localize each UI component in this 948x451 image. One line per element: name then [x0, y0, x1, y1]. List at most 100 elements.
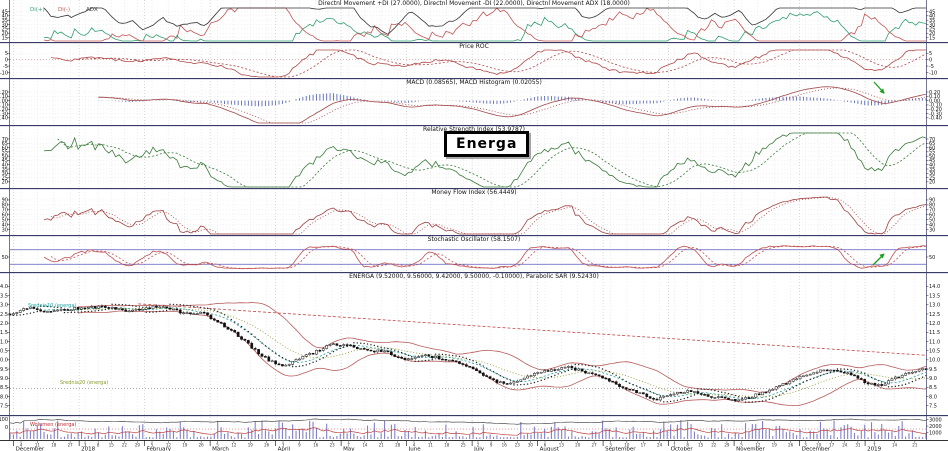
y-tick-label-left: 60	[2, 145, 8, 151]
sar-dot	[659, 395, 662, 397]
candle-body	[148, 307, 151, 309]
candle-body	[863, 379, 867, 384]
candle-body	[611, 380, 615, 383]
candle-body	[897, 376, 901, 379]
sar-dot	[509, 379, 512, 381]
candle-body	[325, 345, 329, 349]
sar-dot	[826, 372, 828, 375]
sar-dot	[782, 392, 784, 394]
candle-body	[407, 358, 410, 360]
candle-body	[900, 374, 904, 378]
macd-line	[98, 86, 927, 124]
sar-dot	[646, 389, 648, 391]
candle-body	[676, 391, 679, 395]
sar-dot	[717, 390, 719, 393]
y-tick-label-right: 90	[929, 198, 935, 204]
candle-body	[686, 390, 689, 393]
sar-dot	[492, 371, 495, 373]
y-tick-label-right: 20	[929, 31, 935, 37]
candle-body	[475, 368, 478, 372]
candle-body	[199, 311, 203, 314]
candle-body	[849, 372, 853, 376]
y-tick-label-right: 5	[929, 51, 932, 57]
candle-body	[175, 308, 179, 311]
sar-dot	[291, 366, 294, 368]
y-tick-label-left: 50	[2, 217, 8, 223]
sar-dot	[503, 376, 505, 379]
y-tick-label-right: -0.10	[929, 103, 942, 109]
candle-body	[546, 370, 550, 372]
sar-dot	[652, 392, 655, 394]
day-label: 17	[641, 443, 647, 448]
sar-dot	[56, 306, 59, 309]
candle-body	[202, 311, 206, 314]
candle-body	[417, 356, 420, 358]
candle-body	[424, 354, 427, 357]
sar-dot	[751, 401, 754, 403]
sar-dot	[744, 401, 747, 403]
sar-dot	[142, 306, 144, 309]
candle-body	[335, 343, 339, 346]
candle-body	[39, 309, 42, 312]
candle-body	[332, 343, 335, 345]
sar-dot	[196, 306, 198, 308]
y-tick-label-left: -0.20	[0, 107, 8, 113]
y-tick-label-left: 13.0	[0, 303, 8, 309]
candle-body	[699, 393, 703, 395]
candle-body	[645, 393, 649, 397]
y-tick-label-left: 13.5	[0, 293, 8, 299]
day-label: 23	[330, 443, 336, 448]
candle-body	[114, 307, 117, 310]
day-label: 13	[559, 443, 565, 448]
candle-body	[236, 331, 240, 337]
sar-dot	[360, 342, 362, 344]
sar-dot	[138, 306, 141, 308]
sar-dot	[383, 347, 386, 349]
sar-dot	[472, 360, 474, 362]
candle-body	[716, 396, 720, 398]
candle-body	[839, 370, 843, 373]
y-tick-label-left: 10.5	[0, 348, 8, 354]
y-tick-label-left: 0	[5, 57, 8, 63]
sar-dot	[526, 383, 529, 385]
month-label: October	[671, 447, 694, 451]
candle-body	[706, 394, 710, 397]
y-tick-label-right: 50	[929, 217, 935, 223]
sar-dot	[918, 378, 920, 380]
candle-body	[287, 364, 291, 366]
sar-dot	[853, 369, 856, 372]
candle-body	[590, 372, 594, 375]
y-tick-label-right: 30	[929, 171, 935, 177]
symbol-label-box[interactable]: Energa	[444, 131, 530, 157]
candle-body	[247, 340, 250, 344]
sar-dot	[812, 377, 815, 379]
sar-dot	[353, 342, 355, 344]
y-tick-label-right: 35	[929, 167, 935, 173]
sar-dot	[349, 345, 352, 347]
day-label: 18	[51, 443, 57, 448]
candle-body	[63, 309, 66, 311]
candle-body	[584, 370, 587, 374]
candle-body	[413, 356, 417, 359]
y-tick-label-right: 14.0	[929, 284, 940, 290]
sar-dot	[114, 303, 117, 306]
candle-body	[771, 388, 775, 391]
sar-dot	[417, 360, 420, 362]
sar-dot	[727, 392, 730, 395]
candle-body	[587, 372, 591, 375]
y-tick-label-left: 60	[2, 213, 8, 219]
y-tick-label-right: 11.5	[929, 330, 940, 336]
sar-dot	[462, 356, 464, 358]
day-label: 18	[444, 443, 450, 448]
candle-body	[206, 312, 209, 316]
candle-body	[594, 373, 598, 376]
sar-dot	[203, 307, 205, 309]
sar-dot	[312, 361, 314, 364]
y-tick-label-left: 100	[0, 417, 8, 423]
candle-body	[134, 308, 138, 311]
sar-dot	[676, 399, 679, 401]
y-tick-label-left: 14.0	[0, 284, 8, 290]
sar-dot	[577, 363, 580, 366]
sar-dot	[639, 386, 641, 389]
